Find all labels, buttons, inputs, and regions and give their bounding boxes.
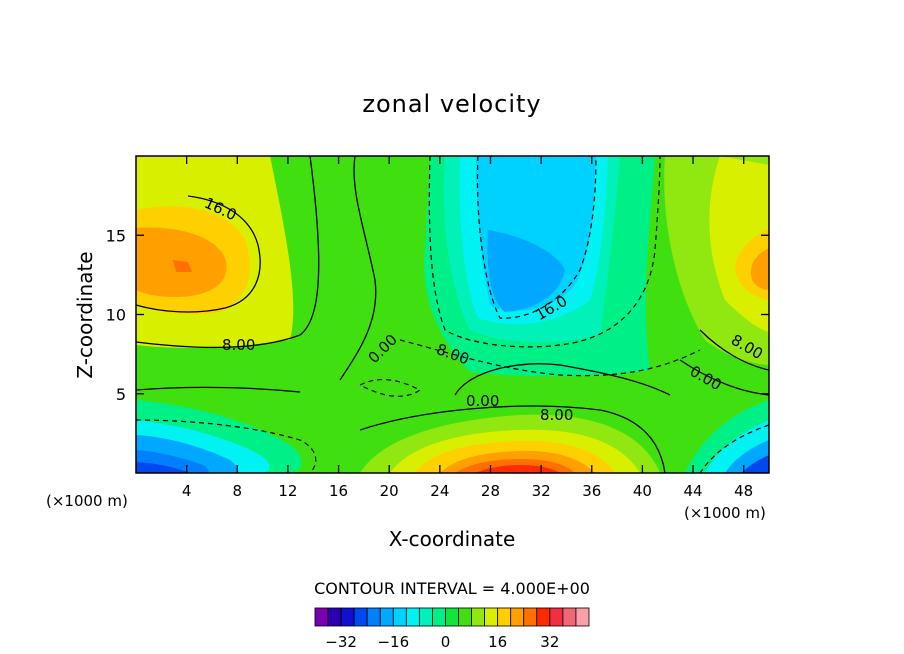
- colorbar-swatch: [536, 607, 551, 627]
- y-axis: 5 10 15: [106, 226, 769, 404]
- colorbar-swatch: [562, 607, 577, 627]
- x-axis: 4 8 12 16 20 24 28 32 36 40 44 48: [182, 156, 753, 500]
- x-tick-label: 48: [734, 482, 753, 500]
- colorbar-tick-label: 0: [441, 633, 451, 651]
- colorbar-swatch: [575, 607, 590, 627]
- colorbar-tick-label: 32: [540, 633, 559, 651]
- x-tick-label: 44: [683, 482, 702, 500]
- y-axis-label: Z-coordinate: [73, 251, 97, 378]
- y-tick-label: 15: [106, 226, 126, 245]
- colorbar-swatch: [523, 607, 538, 627]
- contour-label: 8.00: [222, 336, 255, 354]
- x-tick-label: 12: [278, 482, 297, 500]
- contour-field: [136, 156, 769, 473]
- colorbar-swatch: [432, 607, 446, 627]
- colorbar-swatch: [379, 607, 394, 627]
- contour-label: 0.00: [466, 392, 499, 410]
- x-tick-label: 4: [182, 482, 192, 500]
- x-unit-left: (×1000 m): [46, 492, 128, 510]
- colorbar-swatch: [510, 607, 525, 627]
- colorbar-swatch: [484, 607, 499, 627]
- colorbar-swatch: [549, 607, 564, 627]
- x-tick-label: 24: [430, 482, 449, 500]
- colorbar-swatch: [314, 607, 329, 627]
- x-unit-right: (×1000 m): [684, 504, 766, 522]
- colorbar-swatch: [353, 607, 368, 627]
- x-tick-label: 36: [582, 482, 601, 500]
- x-tick-label: 8: [233, 482, 243, 500]
- chart-title: zonal velocity: [362, 90, 541, 118]
- x-tick-label: 16: [329, 482, 348, 500]
- y-tick-label: 5: [116, 385, 126, 404]
- x-tick-label: 40: [633, 482, 652, 500]
- colorbar-tick-label: −32: [325, 633, 357, 651]
- contour-label: 8.00: [540, 406, 573, 424]
- x-tick-label: 28: [481, 482, 500, 500]
- colorbar-swatch: [327, 607, 342, 627]
- colorbar-swatch: [405, 607, 420, 627]
- colorbar-swatch: [445, 607, 459, 627]
- colorbar-swatch: [340, 607, 355, 627]
- x-tick-label: 32: [532, 482, 551, 500]
- contour-lines-dashed: [135, 155, 770, 474]
- x-tick-label: 20: [380, 482, 399, 500]
- contour-lines: [135, 155, 770, 474]
- y-tick-label: 10: [106, 306, 126, 325]
- colorbar-tick-label: 16: [488, 633, 507, 651]
- contour-interval-text: CONTOUR INTERVAL = 4.000E+00: [314, 579, 590, 598]
- colorbar-swatch: [471, 607, 486, 627]
- colorbar-swatch: [392, 607, 407, 627]
- colorbar-swatch: [458, 607, 472, 627]
- colorbar-tick-label: −16: [377, 633, 409, 651]
- x-axis-label: X-coordinate: [389, 527, 516, 551]
- colorbar-swatch: [418, 607, 433, 627]
- colorbar: −32 −16 0 16 32: [314, 607, 590, 651]
- colorbar-swatch: [497, 607, 512, 627]
- colorbar-swatch: [366, 607, 381, 627]
